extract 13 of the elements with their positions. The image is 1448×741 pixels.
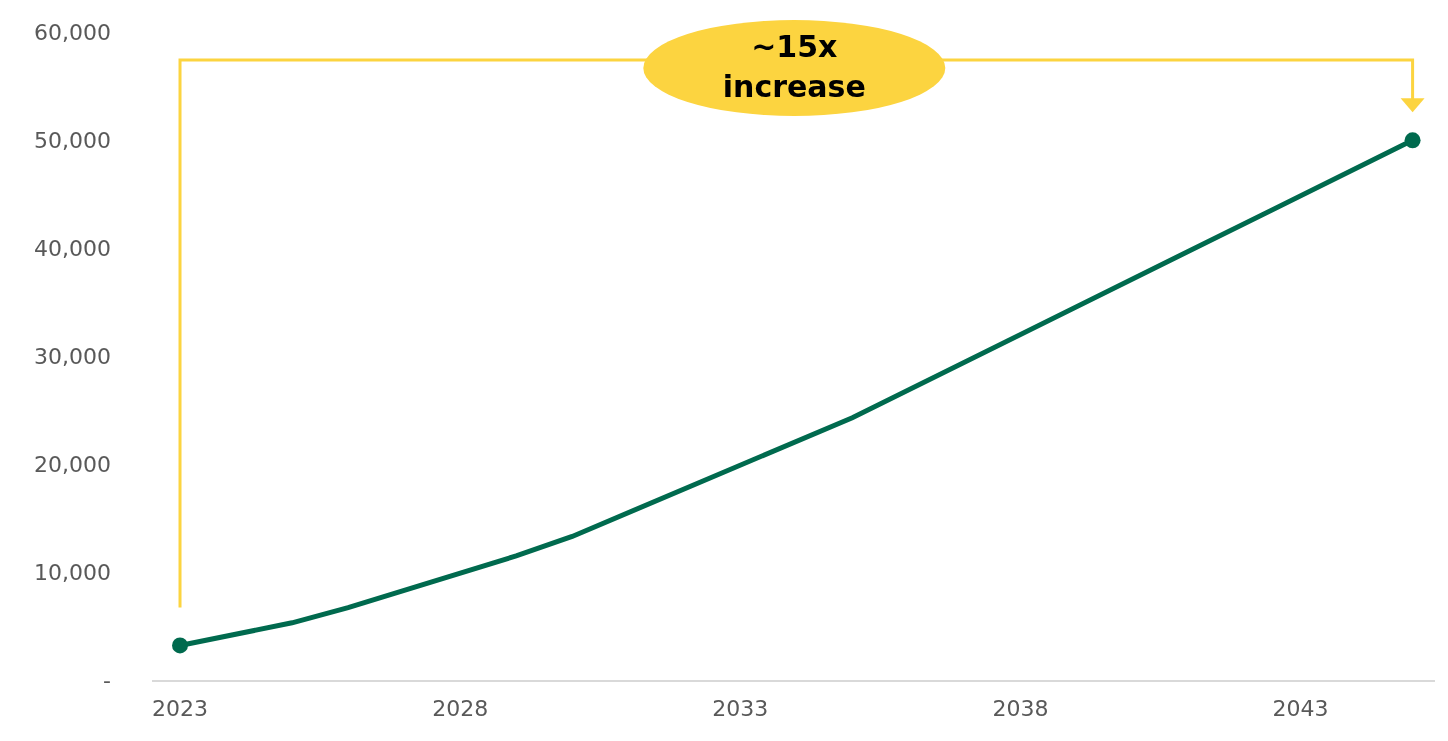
y-tick-label: 20,000	[34, 451, 111, 477]
y-tick-label: 50,000	[34, 128, 111, 154]
x-tick-label: 2038	[992, 696, 1049, 722]
y-tick-label: 40,000	[34, 235, 111, 261]
x-tick-label: 2033	[712, 696, 769, 722]
x-tick-label: 2043	[1272, 696, 1329, 722]
y-tick-label: 10,000	[34, 559, 111, 585]
x-tick-label: 2023	[152, 696, 209, 722]
y-tick-label: 30,000	[34, 343, 111, 369]
annotation: ~15x increase	[722, 28, 866, 104]
y-tick-label: -	[103, 667, 111, 693]
x-tick-label: 2028	[432, 696, 489, 722]
y-tick-label: 60,000	[34, 20, 111, 46]
